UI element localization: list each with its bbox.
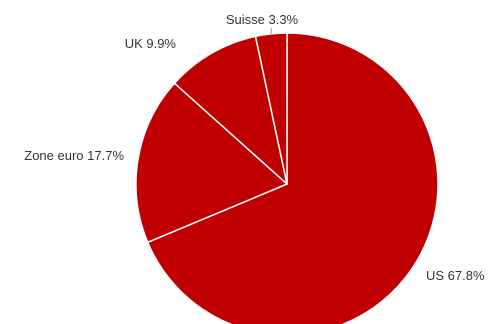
pie-slice-zone-euro bbox=[135, 82, 288, 244]
slice-labels: US 67.8% Zone euro 17.7% UK 9.9% Suisse 3.3… bbox=[24, 12, 485, 283]
slice-label-us: US 67.8% bbox=[426, 268, 485, 283]
pie-slice-uk bbox=[173, 35, 288, 185]
slice-label-zone-euro: Zone euro 17.7% bbox=[24, 148, 124, 163]
pie-slices bbox=[135, 32, 439, 324]
pie-slice-suisse bbox=[254, 32, 288, 185]
slice-label-uk: UK 9.9% bbox=[125, 36, 177, 51]
pie-slice-us bbox=[146, 32, 439, 324]
slice-label-suisse: Suisse 3.3% bbox=[226, 12, 299, 27]
